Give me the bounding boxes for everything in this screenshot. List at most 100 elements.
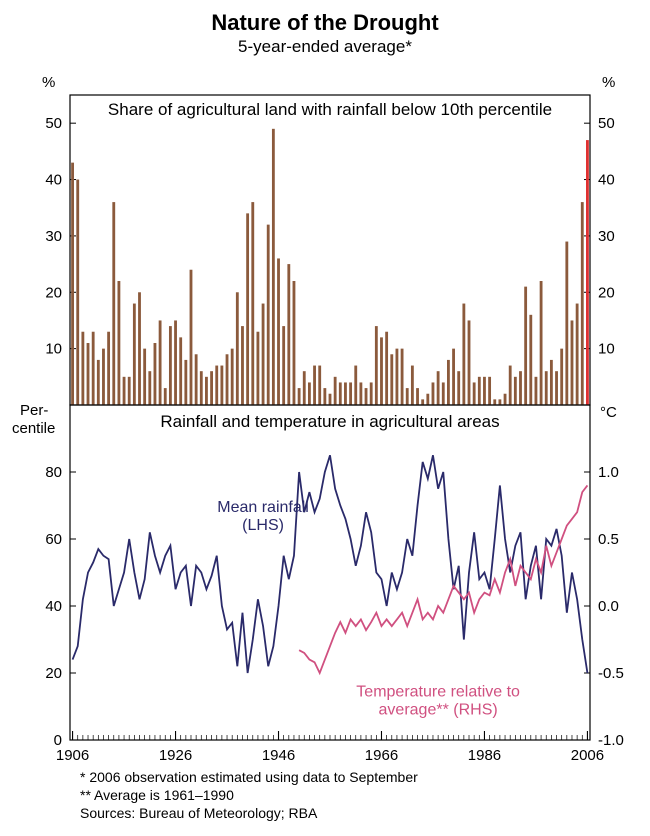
bar bbox=[195, 354, 198, 405]
bar bbox=[571, 320, 574, 405]
bar bbox=[442, 382, 445, 405]
temperature-line bbox=[299, 485, 587, 673]
bar bbox=[282, 326, 285, 405]
bar bbox=[262, 304, 265, 405]
bar bbox=[184, 360, 187, 405]
bar bbox=[519, 371, 522, 405]
chart-subtitle: 5-year-ended average* bbox=[238, 37, 412, 56]
bar bbox=[344, 382, 347, 405]
bar bbox=[92, 332, 95, 405]
bar bbox=[329, 394, 332, 405]
bar bbox=[385, 332, 388, 405]
bar bbox=[174, 320, 177, 405]
rainfall-label-1: Mean rainfall bbox=[217, 499, 309, 516]
bar bbox=[576, 304, 579, 405]
top-left-unit: % bbox=[42, 74, 55, 91]
bar bbox=[272, 129, 275, 405]
bar bbox=[581, 202, 584, 405]
bar bbox=[401, 349, 404, 405]
bar bbox=[545, 371, 548, 405]
bar bbox=[365, 388, 368, 405]
bar bbox=[267, 225, 270, 405]
bar bbox=[154, 343, 157, 405]
bar bbox=[473, 382, 476, 405]
bar bbox=[411, 366, 414, 405]
bar bbox=[231, 349, 234, 405]
bar bbox=[303, 371, 306, 405]
bar bbox=[550, 360, 553, 405]
bar bbox=[102, 349, 105, 405]
rainfall-line bbox=[73, 455, 588, 673]
bar bbox=[535, 377, 538, 405]
bar bbox=[128, 377, 131, 405]
footnote: * 2006 observation estimated using data … bbox=[80, 769, 418, 785]
bar bbox=[504, 394, 507, 405]
footnote: Sources: Bureau of Meteorology; RBA bbox=[80, 805, 318, 821]
bar bbox=[349, 382, 352, 405]
bar bbox=[138, 292, 141, 405]
top-ytick-left: 50 bbox=[45, 115, 62, 132]
bar bbox=[123, 377, 126, 405]
x-tick-label: 2006 bbox=[571, 747, 604, 764]
top-right-unit: % bbox=[602, 74, 615, 91]
bar bbox=[478, 377, 481, 405]
top-ytick-right: 10 bbox=[598, 341, 615, 358]
bar bbox=[452, 349, 455, 405]
bar bbox=[334, 377, 337, 405]
bar bbox=[148, 371, 151, 405]
top-ytick-right: 20 bbox=[598, 284, 615, 301]
bar bbox=[236, 292, 239, 405]
bar bbox=[318, 366, 321, 405]
bar bbox=[241, 326, 244, 405]
bottom-panel-title: Rainfall and temperature in agricultural… bbox=[160, 412, 499, 431]
bar bbox=[380, 337, 383, 405]
bar bbox=[200, 371, 203, 405]
x-tick-label: 1966 bbox=[365, 747, 398, 764]
bar bbox=[81, 332, 84, 405]
bar bbox=[220, 366, 223, 405]
bar bbox=[468, 320, 471, 405]
footnote: ** Average is 1961–1990 bbox=[80, 787, 234, 803]
bar bbox=[226, 354, 229, 405]
bar bbox=[287, 264, 290, 405]
bar bbox=[257, 332, 260, 405]
top-panel-border bbox=[70, 95, 590, 405]
right-axis-label: °C bbox=[600, 404, 617, 421]
x-tick-label: 1946 bbox=[262, 747, 295, 764]
bar bbox=[190, 270, 193, 405]
bar bbox=[421, 399, 424, 405]
bottom-ytick-right: 0.0 bbox=[598, 598, 619, 615]
bar bbox=[406, 388, 409, 405]
bar bbox=[71, 163, 74, 405]
x-tick-label: 1986 bbox=[468, 747, 501, 764]
bar bbox=[354, 366, 357, 405]
bottom-ytick-right: 1.0 bbox=[598, 464, 619, 481]
temp-label-1: Temperature relative to bbox=[356, 683, 520, 700]
top-ytick-left: 30 bbox=[45, 228, 62, 245]
top-panel-title: Share of agricultural land with rainfall… bbox=[108, 100, 552, 119]
bottom-ytick-left: 80 bbox=[45, 464, 62, 481]
bar bbox=[483, 377, 486, 405]
bar bbox=[308, 382, 311, 405]
top-ytick-right: 30 bbox=[598, 228, 615, 245]
bottom-ytick-left: 40 bbox=[45, 598, 62, 615]
bar bbox=[565, 242, 568, 405]
bar bbox=[359, 382, 362, 405]
bar bbox=[179, 337, 182, 405]
bar bbox=[432, 382, 435, 405]
bar bbox=[437, 371, 440, 405]
bar bbox=[514, 377, 517, 405]
temp-label-2: average** (RHS) bbox=[379, 701, 498, 718]
bar bbox=[205, 377, 208, 405]
bar bbox=[277, 258, 280, 405]
bar bbox=[210, 371, 213, 405]
bar bbox=[488, 377, 491, 405]
top-ytick-right: 40 bbox=[598, 172, 615, 189]
bar bbox=[498, 399, 501, 405]
bar bbox=[396, 349, 399, 405]
bar bbox=[107, 332, 110, 405]
bar bbox=[529, 315, 532, 405]
bar bbox=[87, 343, 90, 405]
top-ytick-right: 50 bbox=[598, 115, 615, 132]
bar bbox=[112, 202, 115, 405]
